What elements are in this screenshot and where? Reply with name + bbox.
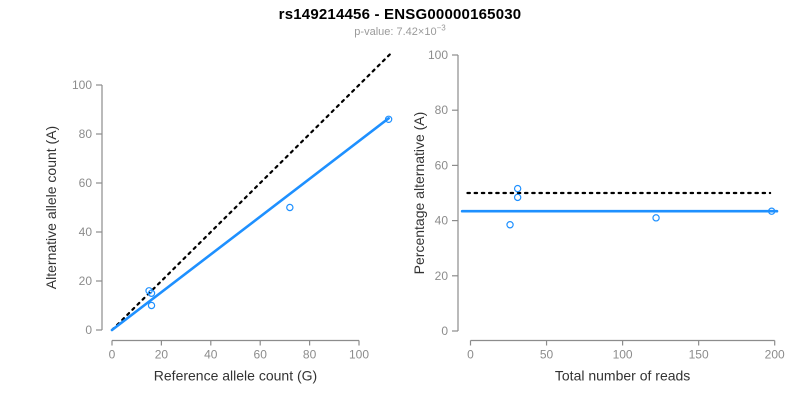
y-tick-label: 80: [435, 103, 449, 117]
y-tick-label: 0: [85, 323, 92, 337]
x-tick-label: 40: [204, 348, 218, 362]
percentage-panel: 0 50 100 150 200 0 20 40 60 80 100 Total number of …: [411, 48, 785, 384]
x-tick-label: 0: [109, 348, 116, 362]
data-point: [384, 115, 393, 124]
x-tick-label: 80: [303, 348, 317, 362]
y-axis-title: Alternative allele count (A): [43, 126, 59, 289]
x-tick-label: 0: [467, 348, 474, 362]
x-tick-label: 150: [689, 348, 709, 362]
y-tick-label: 100: [428, 48, 448, 62]
y-tick-label: 80: [79, 127, 93, 141]
x-tick-label: 50: [540, 348, 554, 362]
regression-line: [110, 117, 390, 332]
data-point: [286, 203, 294, 212]
y-tick-label: 60: [435, 158, 449, 172]
y-tick-label: 100: [72, 78, 92, 92]
x-tick-label: 60: [254, 348, 268, 362]
y-tick-label: 60: [79, 176, 93, 190]
data-point: [513, 193, 522, 202]
x-axis-title: Reference allele count (G): [154, 368, 317, 384]
data-point: [767, 207, 776, 215]
x-tick-label: 20: [155, 348, 169, 362]
identity-line: [110, 53, 391, 332]
x-tick-label: 100: [613, 348, 633, 362]
allele-count-panel: 0 20 40 60 80 100 0 20 40 60 80 100 Reference allele…: [43, 53, 393, 384]
y-axis-title: Percentage alternative (A): [411, 112, 427, 275]
x-axis-title: Total number of reads: [555, 368, 690, 384]
data-point: [147, 301, 156, 310]
y-tick-label: 20: [435, 269, 449, 283]
data-point: [652, 214, 660, 222]
y-tick-label: 20: [79, 274, 93, 288]
data-point: [147, 289, 156, 297]
x-tick-label: 100: [349, 348, 369, 362]
y-tick-label: 0: [441, 324, 448, 338]
data-point: [506, 221, 514, 229]
data-point: [513, 184, 522, 193]
y-tick-label: 40: [435, 214, 449, 228]
y-tick-label: 40: [79, 225, 93, 239]
x-tick-label: 200: [765, 348, 785, 362]
